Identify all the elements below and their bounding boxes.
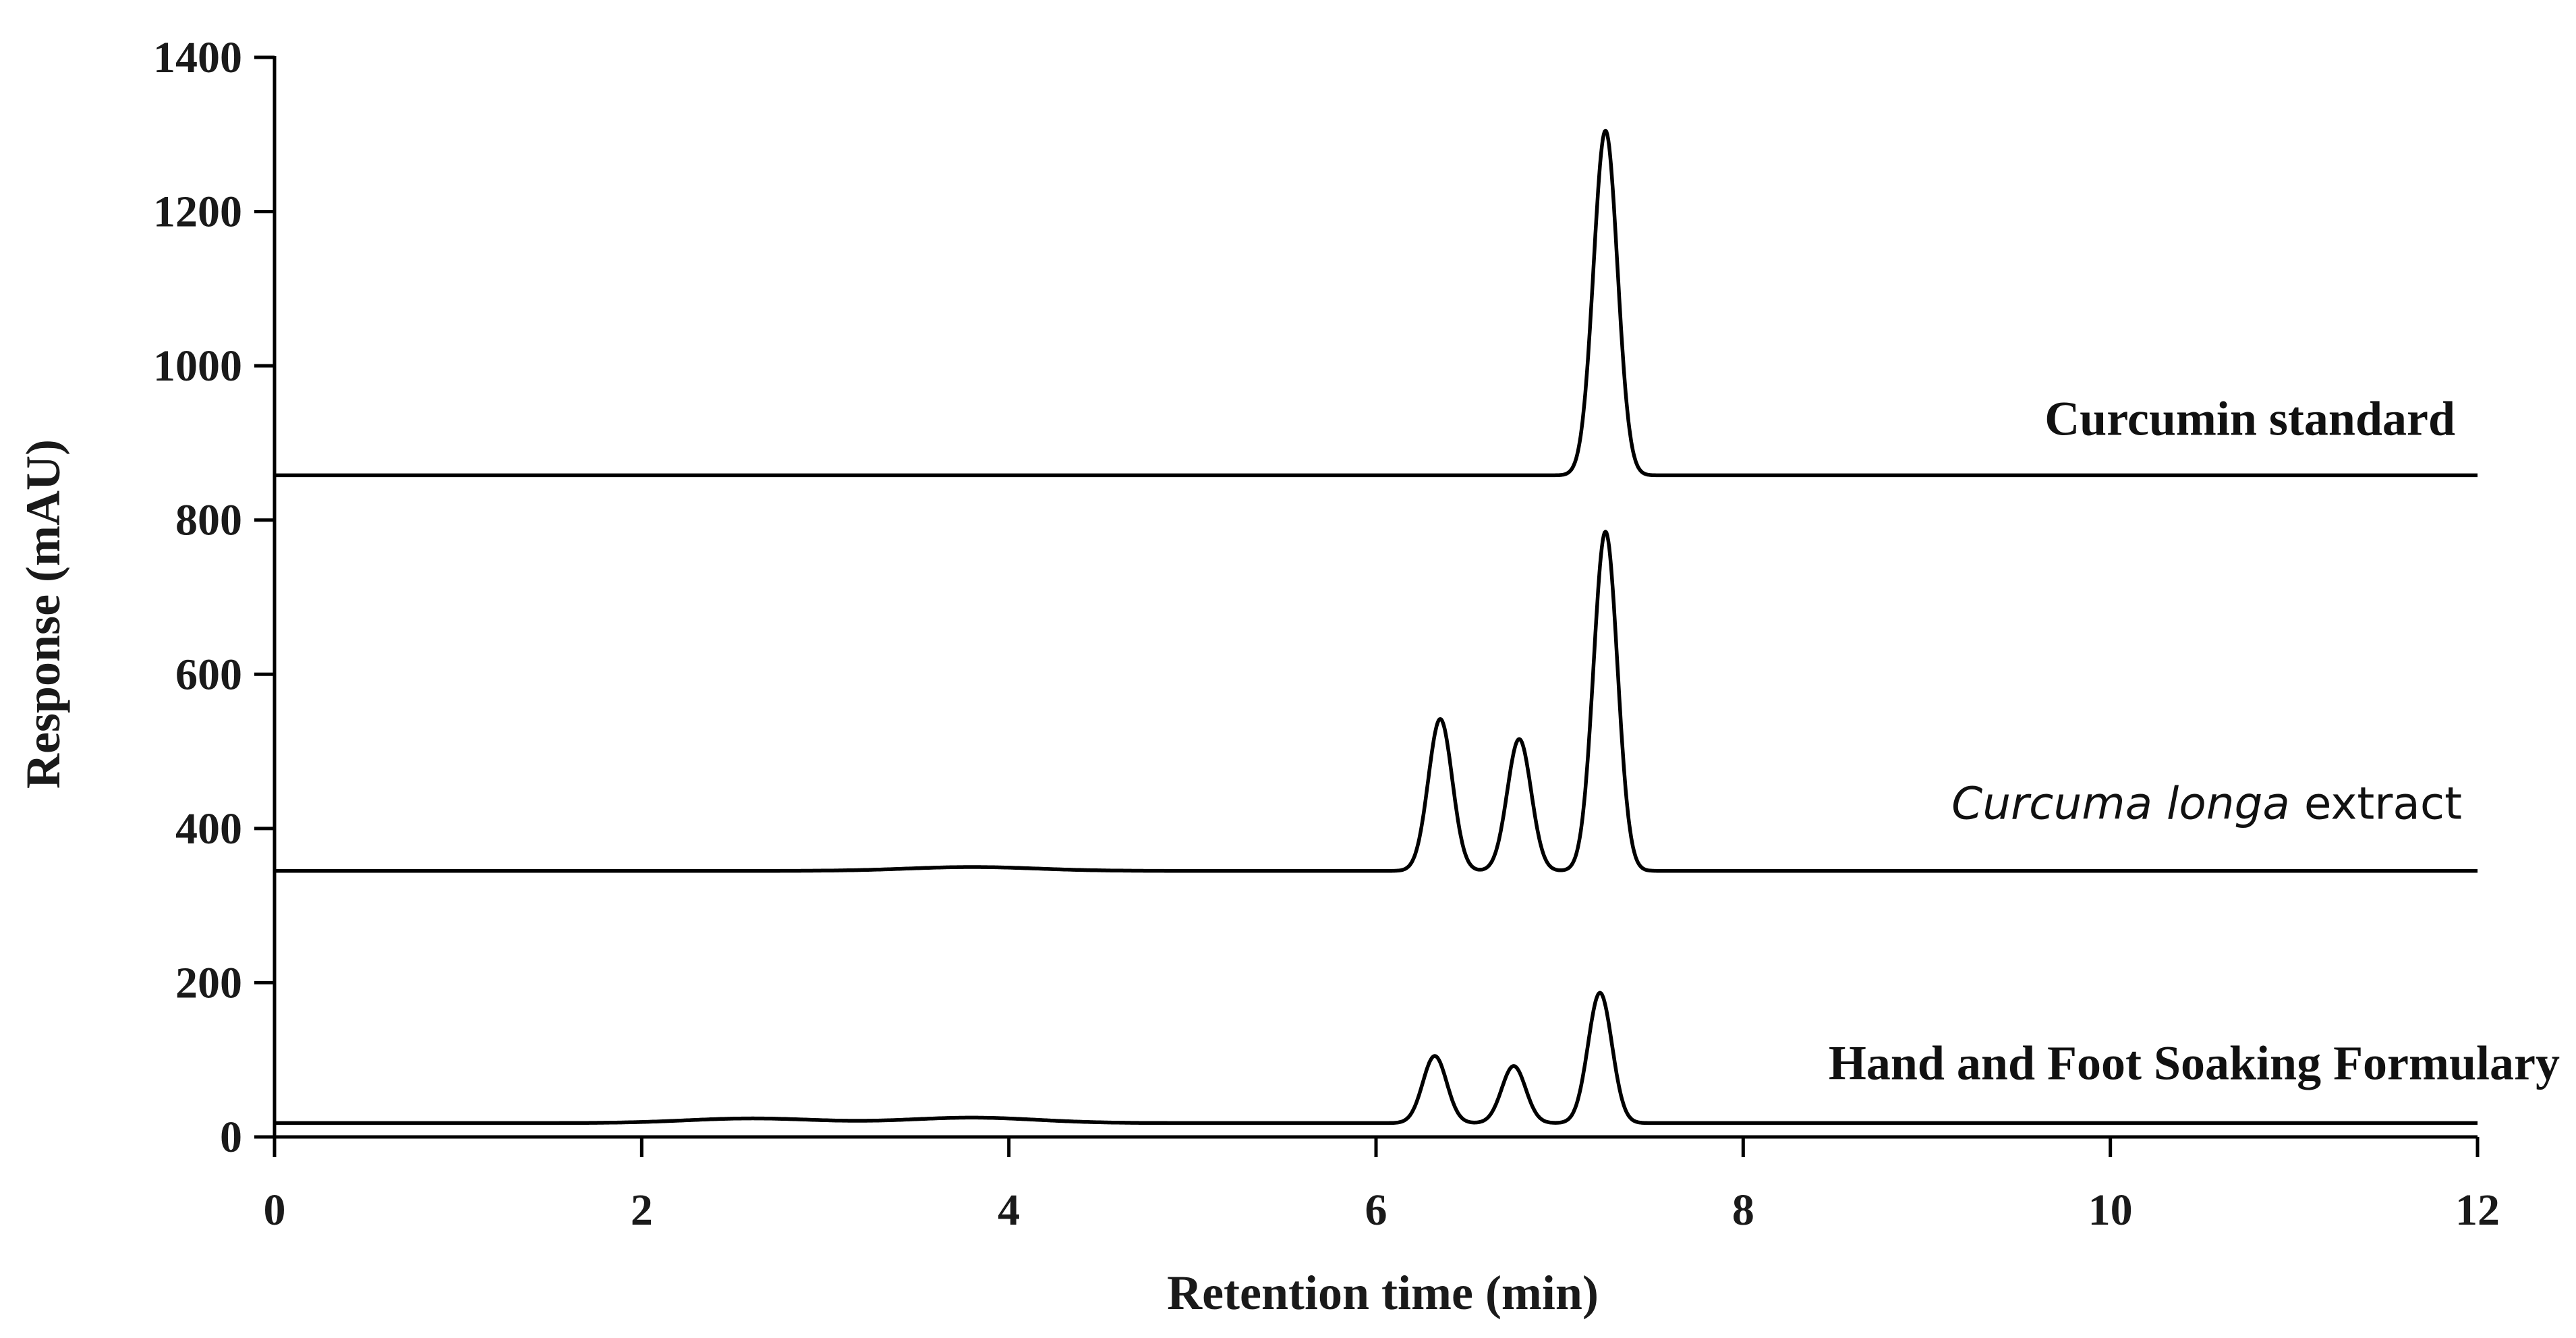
x-axis-title: Retention time (min) [1167,1266,1599,1320]
x-tick-label: 12 [2455,1186,2500,1235]
x-tick-label: 0 [264,1186,286,1235]
series-label-rest-part: extract [2290,778,2462,830]
y-tick-label: 200 [175,958,242,1007]
y-axis-title: Response (mAU) [16,439,70,789]
x-tick-label: 6 [1365,1186,1387,1235]
x-tick-label: 2 [631,1186,653,1235]
y-axis-ticks: 0 200 400 600 800 1000 1200 1400 [153,33,275,1162]
y-tick-label: 800 [175,496,242,545]
x-tick-label: 8 [1732,1186,1754,1235]
series-line-1 [273,530,2479,873]
x-axis-ticks: 0 2 4 6 8 10 12 [264,1137,2500,1235]
y-tick-label: 1400 [153,33,242,82]
y-tick-label: 600 [175,650,242,699]
y-tick-label: 1000 [153,341,242,391]
series-label-curcumin-standard: Curcumin standard [2044,391,2455,445]
y-tick-label: 400 [175,804,242,854]
series-label-italic-part: Curcuma longa [1951,778,2290,830]
x-tick-label: 4 [998,1186,1020,1235]
series-line-2 [273,991,2479,1125]
y-tick-label: 0 [220,1113,242,1162]
y-tick-label: 1200 [153,188,242,237]
series-label-curcuma-longa-extract: Curcuma longa extract [1951,778,2462,830]
series-label-hand-foot-formulary: Hand and Foot Soaking Formulary [1829,1036,2560,1090]
chromatogram-traces [273,128,2479,1125]
x-tick-label: 10 [2088,1186,2133,1235]
series-line-0 [273,128,2479,478]
